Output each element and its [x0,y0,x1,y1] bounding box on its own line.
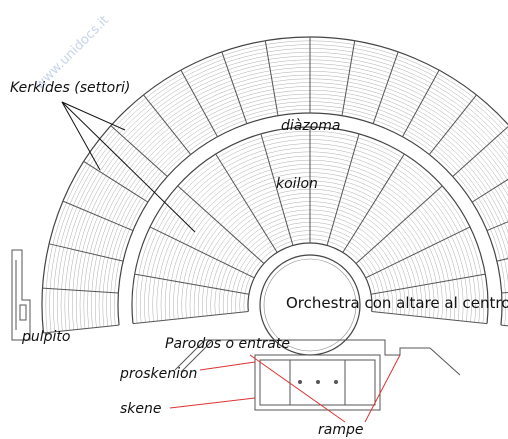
radial-line [356,186,442,264]
label: pulpito [21,329,70,345]
radial-line [501,325,508,333]
radial-line [502,288,508,293]
radial-line [343,154,404,252]
label: skene [120,401,162,417]
label: Orchestra con altare al centro [286,294,508,312]
radial-line [372,311,487,323]
red-leaders [170,355,400,422]
radial-line [373,52,398,124]
theater-diagram: www.unidocs.it Kerkides (settori) diàzom… [0,0,508,439]
label: koilon [276,176,318,192]
arc [69,64,508,331]
radial-line [371,274,485,294]
radial-line [453,126,508,177]
radial-line [265,41,278,116]
radial-line [49,244,123,261]
radial-line [327,134,359,246]
radial-line [178,186,264,264]
label: diàzoma [281,118,341,134]
label: rampe [318,422,363,438]
label: proskenion [119,366,197,382]
radial-line [150,227,254,278]
radial-line [133,311,248,323]
arc [61,56,508,331]
radial-line [135,274,249,294]
radial-line [216,154,277,252]
pulpito-structure [12,250,30,340]
radial-line [342,41,355,116]
label: Parodos o entrate [165,336,290,352]
radial-line [222,52,247,124]
kerkides-leaders [62,102,195,232]
arc [110,105,508,325]
radial-line [366,227,470,278]
arc [72,67,508,329]
label: Kerkides (settori) [10,80,130,96]
